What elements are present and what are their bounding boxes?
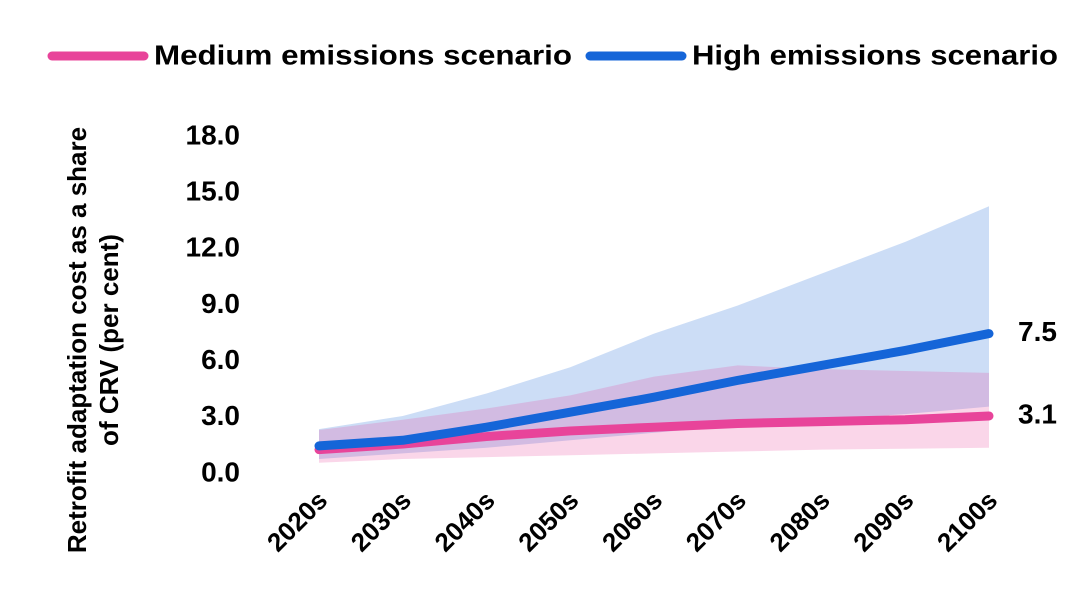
y-tick-label: 6.0 — [201, 344, 240, 375]
x-tick-label: 2020s — [261, 485, 333, 557]
series-line — [314, 411, 994, 455]
y-tick-label: 15.0 — [186, 176, 241, 207]
y-tick-label: 0.0 — [201, 456, 240, 487]
y-tick-label: 12.0 — [186, 232, 241, 263]
x-tick-label: 2070s — [680, 485, 752, 557]
data-label: 7.5 — [1018, 316, 1057, 347]
y-tick-label: 3.0 — [201, 400, 240, 431]
legend-label: Medium emissions scenario — [154, 39, 572, 70]
series-line — [314, 329, 994, 451]
uncertainty-band — [319, 206, 989, 460]
x-tick-label: 2060s — [596, 485, 668, 557]
x-tick-label: 2090s — [847, 485, 919, 557]
x-tick-label: 2100s — [931, 485, 1003, 557]
y-tick-label: 18.0 — [186, 119, 241, 150]
legend-label: High emissions scenario — [692, 39, 1058, 70]
x-tick-label: 2050s — [512, 485, 584, 557]
x-tick-label: 2080s — [763, 485, 835, 557]
x-tick-label: 2030s — [345, 485, 417, 557]
data-label: 3.1 — [1018, 398, 1057, 429]
x-tick-label: 2040s — [428, 485, 500, 557]
y-tick-label: 9.0 — [201, 288, 240, 319]
